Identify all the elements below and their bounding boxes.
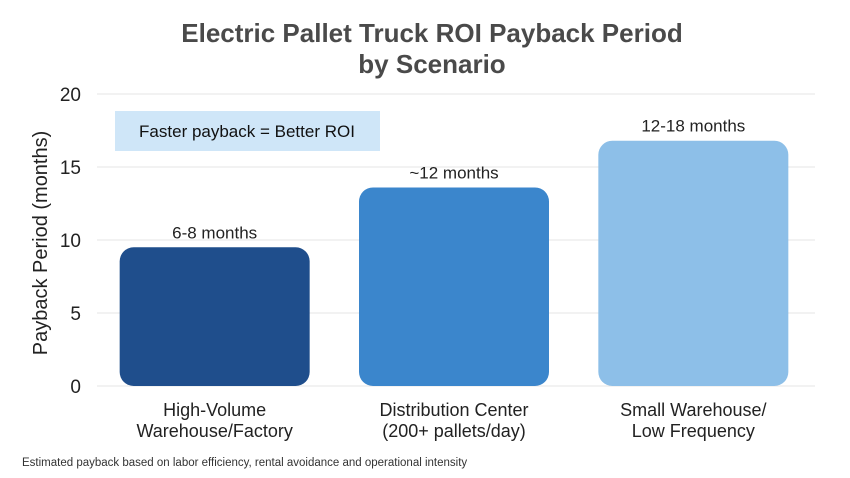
bar-data-label: ~12 months <box>409 163 498 182</box>
bar <box>119 247 310 386</box>
chart-title-line-1: Electric Pallet Truck ROI Payback Period <box>181 18 682 48</box>
data-labels: 6-8 months ~12 months 12-18 months <box>172 117 745 243</box>
x-category-label: Distribution Center <box>379 400 528 420</box>
annotation-background <box>115 111 380 151</box>
y-axis-ticks: 0 5 10 15 20 <box>60 85 81 398</box>
footnote: Estimated payback based on labor efficie… <box>22 457 467 469</box>
annotation-box: Faster payback = Better ROI <box>115 111 380 151</box>
bar <box>359 187 549 386</box>
y-tick-label: 15 <box>60 158 81 179</box>
bars <box>119 140 789 386</box>
x-category-label: High-Volume <box>163 400 266 420</box>
y-axis-label: Payback Period (months) <box>30 131 52 356</box>
x-category-label: Low Frequency <box>632 421 755 441</box>
annotation-text: Faster payback = Better ROI <box>139 122 355 141</box>
x-category-label: (200+ pallets/day) <box>382 421 526 441</box>
y-tick-label: 20 <box>60 85 81 106</box>
bar-data-label: 12-18 months <box>641 117 745 136</box>
x-category-label: Warehouse/Factory <box>136 421 292 441</box>
chart-title-line-2: by Scenario <box>358 49 505 79</box>
bar <box>598 140 789 386</box>
y-tick-label: 10 <box>60 231 81 252</box>
y-tick-label: 5 <box>70 304 81 325</box>
bar-data-label: 6-8 months <box>172 223 257 242</box>
x-category-label: Small Warehouse/ <box>620 400 766 420</box>
chart-title: Electric Pallet Truck ROI Payback Period… <box>181 18 682 79</box>
y-tick-label: 0 <box>70 377 81 398</box>
